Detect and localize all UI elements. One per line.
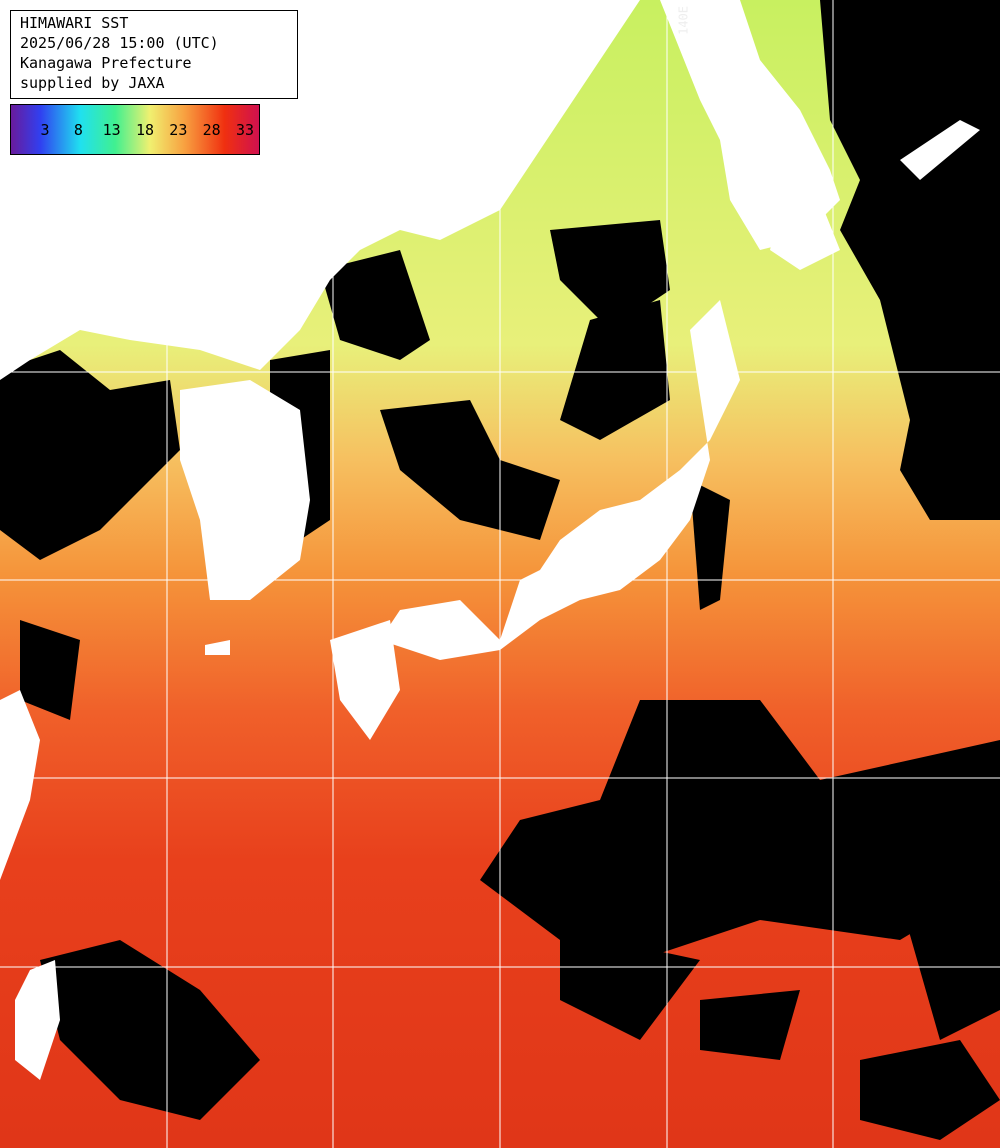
colorbar-label: 8: [74, 121, 83, 139]
colorbar-label: 23: [169, 121, 187, 139]
colorbar-label: 13: [103, 121, 121, 139]
title-line: 2025/06/28 15:00 (UTC): [20, 34, 219, 52]
colorbar-label: 18: [136, 121, 154, 139]
title-line: supplied by JAXA: [20, 74, 165, 92]
title-line: HIMAWARI SST: [20, 14, 128, 32]
title: HIMAWARI SST 2025/06/28 15:00 (UTC) Kanaga…: [20, 14, 219, 92]
title-box: [10, 10, 298, 99]
title-line: Kanagawa Prefecture: [20, 54, 192, 72]
colorbar: [10, 104, 260, 155]
colorbar-label: 33: [236, 121, 254, 139]
colorbar-label: 28: [203, 121, 221, 139]
colorbar-labels: 3 8 13 18 23 28 33: [40, 121, 254, 139]
grid-label: 140E: [677, 6, 691, 35]
colorbar-label: 3: [40, 121, 49, 139]
